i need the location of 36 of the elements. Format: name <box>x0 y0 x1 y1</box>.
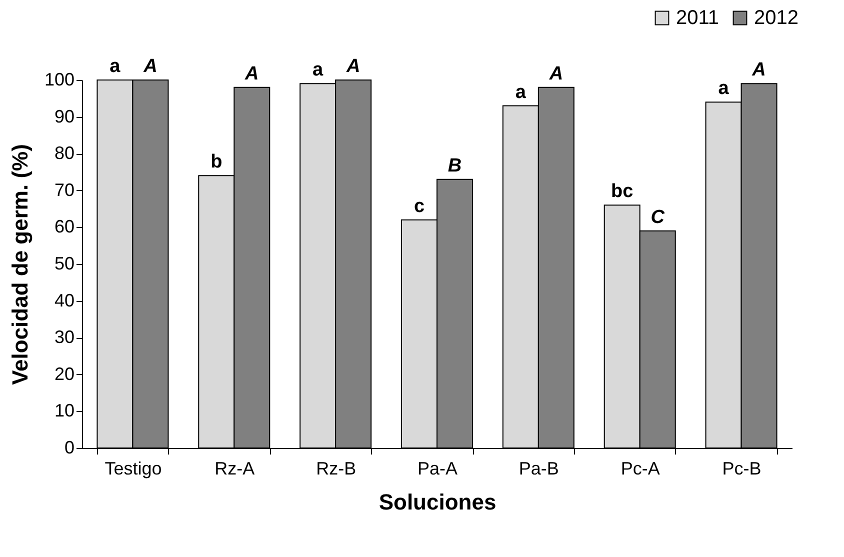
data-label: C <box>650 206 665 228</box>
y-tick-label: 30 <box>54 327 74 348</box>
y-tick-label: 50 <box>54 254 74 274</box>
data-label: A <box>142 56 158 77</box>
x-tick-label: Pa-A <box>417 458 458 478</box>
data-label: A <box>548 63 564 84</box>
y-tick-label: 40 <box>54 290 74 310</box>
data-label: a <box>718 78 730 100</box>
y-tick-label: 20 <box>54 364 74 384</box>
legend-label: 2011 <box>676 7 720 29</box>
data-label: a <box>312 60 324 81</box>
data-label: bc <box>611 181 634 202</box>
x-tick-label: Rz-B <box>316 458 356 478</box>
data-label: A <box>751 60 766 81</box>
y-tick-label: 10 <box>54 400 74 421</box>
data-label: c <box>414 196 425 217</box>
y-tick-label: 70 <box>54 180 74 200</box>
data-label: A <box>345 56 360 77</box>
data-label: b <box>210 152 222 173</box>
y-tick-label: 0 <box>64 438 74 458</box>
data-label: A <box>244 63 259 84</box>
legend-label: 2012 <box>754 7 798 29</box>
data-label: a <box>515 82 526 103</box>
data-label: a <box>110 56 121 77</box>
x-axis-title: Soluciones <box>378 490 496 514</box>
x-tick-label: Pc-B <box>722 458 762 478</box>
y-tick-label: 90 <box>54 106 74 126</box>
y-tick-label: 60 <box>54 216 74 237</box>
x-tick-label: Pa-B <box>518 458 559 478</box>
y-tick-label: 100 <box>44 70 74 90</box>
y-tick-label: 80 <box>54 143 74 164</box>
x-tick-label: Pc-A <box>620 458 660 478</box>
y-axis-title: Velocidad de germ. (%) <box>7 144 32 385</box>
x-tick-label: Rz-A <box>214 458 255 478</box>
data-label: B <box>448 155 462 176</box>
x-tick-label: Testigo <box>104 458 162 478</box>
